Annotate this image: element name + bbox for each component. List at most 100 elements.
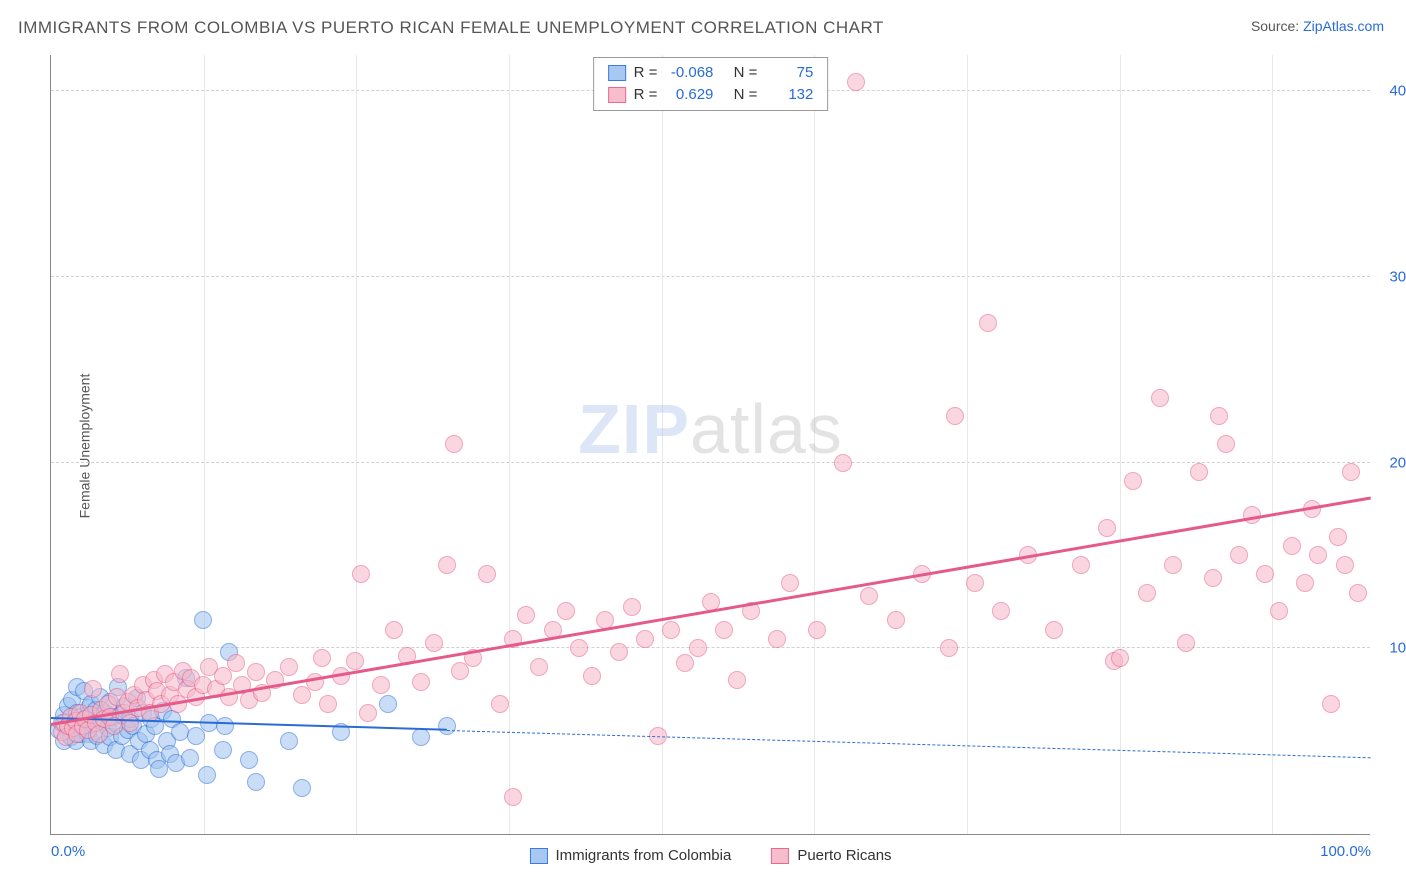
legend-label-colombia: Immigrants from Colombia xyxy=(555,847,731,864)
scatter-point xyxy=(1349,584,1367,602)
scatter-point xyxy=(1204,569,1222,587)
r-label: R = xyxy=(634,62,658,84)
n-value-colombia: 75 xyxy=(765,62,813,84)
scatter-point xyxy=(583,667,601,685)
scatter-point xyxy=(425,634,443,652)
scatter-point xyxy=(412,728,430,746)
gridline-h xyxy=(51,276,1370,277)
scatter-point xyxy=(293,779,311,797)
gridline-v xyxy=(662,55,663,834)
x-tick-label: 0.0% xyxy=(51,843,85,860)
scatter-point xyxy=(438,556,456,574)
watermark: ZIPatlas xyxy=(578,389,843,469)
scatter-point xyxy=(84,680,102,698)
scatter-point xyxy=(715,621,733,639)
scatter-point xyxy=(1177,634,1195,652)
scatter-point xyxy=(1151,389,1169,407)
source-link[interactable]: ZipAtlas.com xyxy=(1303,18,1384,34)
scatter-point xyxy=(781,574,799,592)
scatter-point xyxy=(728,671,746,689)
scatter-point xyxy=(966,574,984,592)
scatter-point xyxy=(1283,537,1301,555)
watermark-zip: ZIP xyxy=(578,390,690,468)
scatter-point xyxy=(808,621,826,639)
scatter-point xyxy=(623,598,641,616)
y-tick-label: 20.0% xyxy=(1377,454,1406,471)
y-tick-label: 40.0% xyxy=(1377,83,1406,100)
swatch-colombia xyxy=(608,65,626,81)
trend-line xyxy=(447,730,1371,758)
swatch-colombia xyxy=(529,848,547,864)
scatter-point xyxy=(247,663,265,681)
scatter-point xyxy=(610,643,628,661)
scatter-point xyxy=(1230,546,1248,564)
gridline-v xyxy=(1272,55,1273,834)
scatter-point xyxy=(359,704,377,722)
scatter-point xyxy=(1111,649,1129,667)
r-value-colombia: -0.068 xyxy=(665,62,713,84)
scatter-point xyxy=(530,658,548,676)
gridline-v xyxy=(1120,55,1121,834)
scatter-point xyxy=(346,652,364,670)
scatter-point xyxy=(1098,519,1116,537)
swatch-puertorican xyxy=(608,87,626,103)
scatter-plot-area: ZIPatlas R = -0.068 N = 75 R = 0.629 N =… xyxy=(50,55,1370,835)
scatter-point xyxy=(517,606,535,624)
scatter-point xyxy=(438,717,456,735)
scatter-point xyxy=(319,695,337,713)
scatter-point xyxy=(280,732,298,750)
scatter-point xyxy=(216,717,234,735)
scatter-point xyxy=(227,654,245,672)
scatter-point xyxy=(1045,621,1063,639)
scatter-point xyxy=(847,73,865,91)
scatter-point xyxy=(504,788,522,806)
scatter-point xyxy=(412,673,430,691)
scatter-point xyxy=(570,639,588,657)
scatter-point xyxy=(491,695,509,713)
scatter-point xyxy=(1190,463,1208,481)
legend-label-puertorican: Puerto Ricans xyxy=(797,847,891,864)
scatter-point xyxy=(1309,546,1327,564)
swatch-puertorican xyxy=(771,848,789,864)
scatter-point xyxy=(1124,472,1142,490)
r-value-puertorican: 0.629 xyxy=(665,84,713,106)
gridline-v xyxy=(814,55,815,834)
y-tick-label: 10.0% xyxy=(1377,640,1406,657)
trend-line xyxy=(51,497,1372,727)
gridline-v xyxy=(967,55,968,834)
scatter-point xyxy=(1336,556,1354,574)
scatter-point xyxy=(313,649,331,667)
scatter-point xyxy=(1296,574,1314,592)
scatter-point xyxy=(834,454,852,472)
scatter-point xyxy=(379,695,397,713)
legend-item-puertorican: Puerto Ricans xyxy=(771,847,891,864)
scatter-point xyxy=(940,639,958,657)
scatter-point xyxy=(662,621,680,639)
scatter-point xyxy=(1322,695,1340,713)
gridline-v xyxy=(356,55,357,834)
scatter-point xyxy=(979,314,997,332)
series-legend: Immigrants from Colombia Puerto Ricans xyxy=(529,847,891,864)
gridline-h xyxy=(51,462,1370,463)
scatter-point xyxy=(372,676,390,694)
legend-row-colombia: R = -0.068 N = 75 xyxy=(608,62,814,84)
scatter-point xyxy=(676,654,694,672)
scatter-point xyxy=(1210,407,1228,425)
scatter-point xyxy=(1329,528,1347,546)
scatter-point xyxy=(636,630,654,648)
n-label: N = xyxy=(734,62,758,84)
scatter-point xyxy=(194,611,212,629)
scatter-point xyxy=(214,741,232,759)
source-attribution: Source: ZipAtlas.com xyxy=(1251,18,1384,34)
n-value-puertorican: 132 xyxy=(765,84,813,106)
scatter-point xyxy=(247,773,265,791)
correlation-legend: R = -0.068 N = 75 R = 0.629 N = 132 xyxy=(593,57,829,111)
scatter-point xyxy=(557,602,575,620)
scatter-point xyxy=(111,665,129,683)
scatter-point xyxy=(181,749,199,767)
chart-title: IMMIGRANTS FROM COLOMBIA VS PUERTO RICAN… xyxy=(18,18,884,38)
r-label: R = xyxy=(634,84,658,106)
gridline-h xyxy=(51,647,1370,648)
scatter-point xyxy=(150,760,168,778)
scatter-point xyxy=(478,565,496,583)
